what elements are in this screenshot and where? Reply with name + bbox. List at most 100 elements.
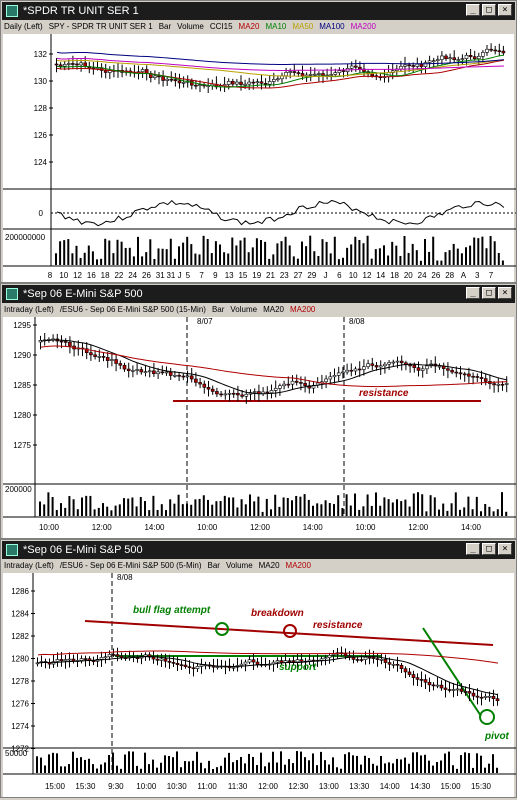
x-axis: 8 10 12 16 18 22 24 26 31 31 J 5 7 9 13 15 19 21 23 27 29 J 6… bbox=[48, 271, 494, 280]
candle-body bbox=[278, 385, 282, 389]
candle-body bbox=[155, 658, 160, 661]
x-tick-label: J bbox=[324, 271, 328, 280]
volume-bar bbox=[440, 760, 442, 773]
volume-bar bbox=[354, 236, 357, 265]
x-tick-label: 10:30 bbox=[167, 782, 188, 791]
volume-bar bbox=[356, 755, 358, 773]
volume-bar bbox=[194, 253, 197, 265]
volume-bar bbox=[76, 509, 79, 516]
candle-body bbox=[332, 375, 337, 378]
volume-bar bbox=[244, 763, 246, 773]
candle-body bbox=[308, 74, 313, 76]
candle-body bbox=[84, 348, 89, 353]
candle-body bbox=[458, 372, 463, 375]
volume-bar bbox=[200, 762, 202, 773]
volume-bar bbox=[165, 249, 168, 265]
volume-bar bbox=[464, 752, 466, 773]
volume-bar bbox=[52, 752, 54, 773]
minimize-button[interactable]: _ bbox=[466, 4, 480, 16]
candle-body bbox=[284, 72, 288, 77]
volume-bar bbox=[228, 752, 230, 773]
volume-bar bbox=[56, 753, 58, 773]
candle-body bbox=[403, 64, 407, 67]
candle-body bbox=[239, 81, 243, 85]
candle-body bbox=[202, 383, 207, 388]
volume-bar bbox=[176, 751, 178, 773]
candle-body bbox=[267, 81, 272, 85]
candle-body bbox=[122, 364, 127, 370]
volume-bar bbox=[260, 240, 262, 265]
candle-body bbox=[198, 382, 202, 385]
candle-body bbox=[351, 657, 356, 660]
window-titlebar[interactable]: *Sep 06 E-Mini S&P 500 _ □ × bbox=[2, 541, 515, 559]
volume-bar bbox=[232, 497, 235, 516]
close-button[interactable]: × bbox=[498, 543, 512, 555]
x-tick-label: 10:00 bbox=[39, 523, 60, 532]
window-titlebar[interactable]: *Sep 06 E-Mini S&P 500 _ □ × bbox=[2, 285, 515, 303]
x-tick-label: 18 bbox=[101, 271, 110, 280]
volume-bar bbox=[232, 762, 234, 773]
close-button[interactable]: × bbox=[498, 287, 512, 299]
chart-area[interactable]: 8/08 1286 1284 1282 1280 1278 1276 1274 1272 bu… bbox=[3, 573, 516, 797]
window-titlebar[interactable]: *SPDR TR UNIT SER 1 _ □ × bbox=[2, 2, 515, 20]
chart-app-icon[interactable] bbox=[6, 288, 18, 300]
volume-bar bbox=[444, 252, 447, 265]
chart-app-icon[interactable] bbox=[6, 544, 18, 556]
candle-body bbox=[341, 70, 346, 72]
volume-bar bbox=[67, 239, 70, 265]
chart-area[interactable]: 8/07 8/08 1295 1290 1285 1280 1275 resistanc… bbox=[3, 317, 516, 538]
y-tick-label: 1295 bbox=[13, 321, 31, 330]
volume-bar bbox=[417, 492, 419, 516]
candle-body bbox=[111, 654, 116, 656]
window-title: *SPDR TR UNIT SER 1 bbox=[23, 5, 139, 17]
intraday-5min-svg[interactable]: 8/08 1286 1284 1282 1280 1278 1276 1274 1272 bu… bbox=[3, 573, 516, 797]
volume-bar bbox=[370, 258, 373, 265]
volume-bar bbox=[446, 510, 449, 516]
minimize-button[interactable]: _ bbox=[466, 287, 480, 299]
volume-bar bbox=[432, 765, 434, 773]
maximize-button[interactable]: □ bbox=[482, 287, 496, 299]
legend-item-ma200: MA200 bbox=[350, 22, 376, 31]
y-tick-label: 1280 bbox=[11, 655, 29, 664]
volume-bar bbox=[384, 763, 386, 773]
volume-bar bbox=[80, 757, 82, 773]
candle-body bbox=[472, 56, 477, 60]
chart-app-icon[interactable] bbox=[6, 5, 18, 17]
maximize-button[interactable]: □ bbox=[482, 543, 496, 555]
candle-body bbox=[79, 62, 83, 66]
candle-body bbox=[349, 369, 354, 372]
maximize-button[interactable]: □ bbox=[482, 4, 496, 16]
volume-bar bbox=[178, 246, 180, 265]
candle-body bbox=[383, 363, 387, 367]
candle-body bbox=[387, 362, 391, 365]
volume-bar bbox=[156, 767, 158, 773]
legend-item: Volume bbox=[177, 22, 204, 31]
chart-area[interactable]: 132 130 128 126 124 0 200000000 bbox=[3, 34, 516, 282]
x-tick-label: 13:30 bbox=[349, 782, 370, 791]
x-tick-label: 26 bbox=[431, 271, 440, 280]
volume-bar bbox=[120, 241, 123, 265]
cci-zero-label: 0 bbox=[39, 209, 44, 218]
volume-bar bbox=[412, 493, 415, 516]
volume-bar bbox=[477, 238, 480, 265]
candle-body bbox=[173, 79, 178, 82]
minimize-button[interactable]: _ bbox=[466, 543, 480, 555]
volume-bar bbox=[268, 762, 270, 773]
volume-bar bbox=[144, 752, 146, 773]
bull-flag-label: bull flag attempt bbox=[133, 605, 211, 616]
candle-body bbox=[460, 58, 465, 60]
volume-bar bbox=[284, 764, 286, 773]
volume-bar bbox=[342, 257, 344, 265]
candle-body bbox=[427, 682, 432, 686]
candle-body bbox=[487, 695, 492, 698]
intraday-15min-svg[interactable]: 8/07 8/08 1295 1290 1285 1280 1275 resistanc… bbox=[3, 317, 516, 538]
close-button[interactable]: × bbox=[498, 4, 512, 16]
candle-body bbox=[294, 380, 299, 383]
candle-body bbox=[291, 660, 296, 663]
volume-bar bbox=[395, 245, 398, 265]
x-tick-label: 13:00 bbox=[319, 782, 340, 791]
volume-bar bbox=[442, 503, 445, 516]
x-tick-label: 27 bbox=[294, 271, 303, 280]
candle-body bbox=[439, 684, 444, 689]
